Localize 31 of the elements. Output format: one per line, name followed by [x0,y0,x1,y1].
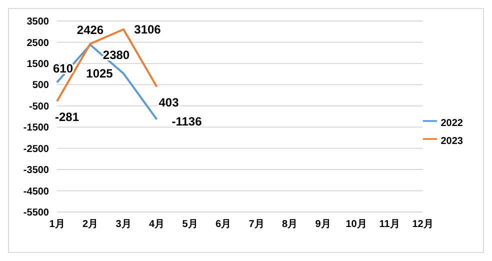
y-tick-label: 1500 [26,58,50,70]
x-tick-label: 3月 [116,219,132,230]
x-tick-label: 7月 [248,219,264,230]
data-label: 403 [158,96,180,110]
data-label: 3106 [134,22,162,36]
y-tick-label: 500 [32,80,50,92]
x-tick-label: 11月 [379,219,400,230]
data-label: -1136 [172,114,202,128]
y-tick-label: -1500 [23,122,50,134]
x-tick-label: 8月 [282,219,298,230]
legend-label: 2022 [440,118,463,128]
x-tick-label: 6月 [215,219,232,230]
y-tick-label: -2500 [23,144,50,155]
data-label: 1025 [86,66,114,81]
data-label: 2380 [102,48,130,62]
x-tick-label: 10月 [346,219,367,230]
y-tick-label: 3500 [26,16,50,28]
y-tick-label: -5500 [23,208,50,219]
data-label: -281 [54,110,80,124]
x-tick-label: 5月 [182,219,198,230]
x-tick-label: 4月 [148,219,165,230]
x-tick-label: 12月 [412,219,434,230]
x-tick-label: 2月 [82,219,98,230]
y-tick-label: 2500 [26,38,50,49]
x-tick-label: 9月 [315,219,331,230]
y-tick-label: -4500 [23,186,50,198]
y-tick-label: -500 [28,101,50,112]
y-tick-label: -3500 [23,165,50,176]
legend-label: 2023 [440,136,463,146]
data-label: 2426 [76,22,104,37]
x-tick-label: 1月 [49,219,65,230]
